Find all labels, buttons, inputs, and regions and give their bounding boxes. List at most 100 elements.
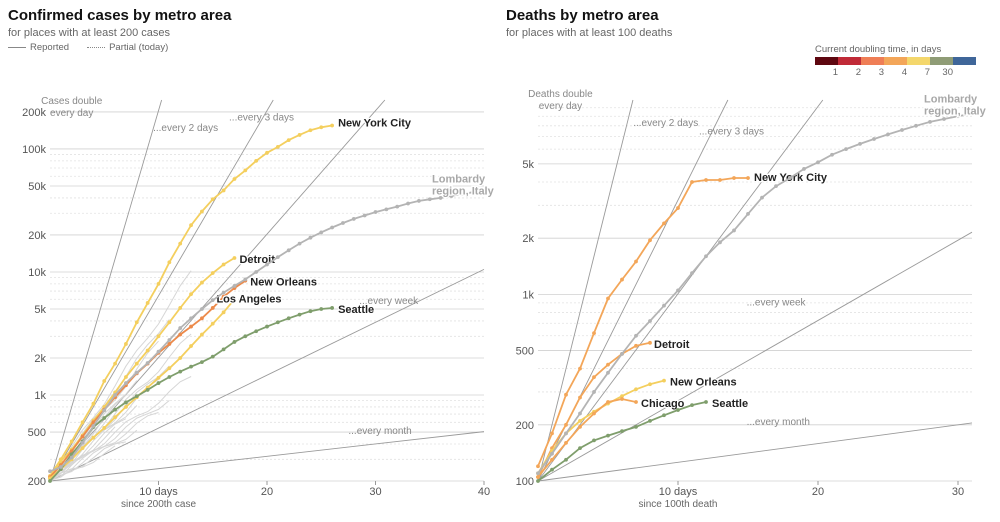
cases-ref-label: ...every 3 days — [229, 113, 294, 124]
cases-point-seattle — [243, 334, 248, 339]
deaths-ytick-label: 5k — [522, 159, 534, 171]
cases-point-lombardy-region-italy — [156, 349, 161, 354]
deaths-point-seattle — [620, 429, 624, 434]
cases-series-label: Lombardy — [432, 174, 486, 186]
doubling-swatch-1 — [838, 57, 861, 65]
cases-point-new-york-city — [232, 177, 237, 181]
partial-line-swatch — [87, 47, 106, 48]
cases-point-new-york-city — [80, 420, 85, 425]
deaths-point-seattle — [634, 424, 638, 429]
cases-chart-subtitle: for places with at least 200 cases — [8, 27, 171, 39]
deaths-series-label: Lombardy — [924, 94, 978, 106]
deaths-point-lombardy-region-italy — [900, 128, 904, 132]
doubling-label-3: 3 — [878, 67, 884, 78]
deaths-ytick-label: 1k — [522, 289, 534, 301]
deaths-point-lombardy-region-italy — [872, 137, 876, 141]
deaths-point-chicago — [550, 457, 554, 462]
deaths-point-new-orleans — [620, 394, 624, 399]
deaths-point-seattle — [578, 446, 582, 451]
cases-ytick-label: 1k — [34, 390, 46, 402]
reported-legend-label: Reported — [30, 42, 70, 53]
cases-point-lombardy-region-italy — [167, 338, 172, 342]
cases-point-seattle — [48, 479, 52, 483]
doubling-legend-labels: 1 2 3 4 7 30 — [815, 67, 953, 78]
cases-ref-label: ...every month — [348, 426, 411, 437]
deaths-series-seattle: Seattle — [536, 397, 749, 483]
cases-ytick-label: 200k — [22, 107, 46, 119]
cases-point-lombardy-region-italy — [308, 235, 313, 240]
deaths-ref-label: ...every week — [747, 298, 807, 309]
cases-series-label: Los Angeles — [216, 293, 281, 305]
cases-point-lombardy-region-italy — [286, 248, 291, 253]
cases-point-lombardy-region-italy — [297, 241, 302, 246]
cases-point-new-york-city — [102, 379, 107, 383]
doubling-label-2: 2 — [855, 67, 861, 78]
deaths-ref-label: ...every month — [747, 417, 810, 428]
deaths-point-lombardy-region-italy — [928, 119, 932, 124]
doubling-label-7: 7 — [924, 67, 930, 78]
cases-point-new-york-city — [243, 168, 248, 173]
cases-point-lombardy-region-italy — [438, 196, 443, 200]
deaths-ref-line-every-month: ...every month — [537, 417, 973, 482]
cases-chart: 200 500 1k 2k 5k 10k 20k 50k 100k 200k 10 days 20 30… — [22, 96, 496, 510]
reported-line-swatch — [8, 47, 26, 48]
deaths-point-new-york-city — [578, 366, 582, 371]
cases-point-new-york-city — [286, 138, 291, 143]
cases-point-lombardy-region-italy — [134, 370, 139, 375]
cases-ref-line — [49, 268, 485, 482]
cases-series-seattle: Seattle — [48, 303, 375, 483]
deaths-line-new-york-city — [537, 177, 748, 467]
deaths-point-new-york-city — [550, 431, 554, 436]
cases-ref-line — [49, 99, 163, 482]
deaths-ref-label: ...every 3 days — [699, 126, 764, 137]
cases-ytick-label: 50k — [28, 181, 46, 193]
cases-point-seattle — [167, 375, 172, 379]
cases-point-los-angeles — [80, 446, 85, 451]
cases-point-new-york-city — [330, 123, 334, 128]
cases-point-detroit — [232, 256, 237, 260]
deaths-point-detroit — [634, 343, 638, 348]
cases-point-lombardy-region-italy — [395, 204, 400, 209]
cases-point-new-york-city — [167, 260, 172, 265]
cases-point-detroit — [210, 271, 215, 275]
deaths-point-chicago — [620, 397, 624, 401]
deaths-point-seattle — [690, 403, 694, 408]
cases-point-lombardy-region-italy — [471, 190, 476, 195]
deaths-point-lombardy-region-italy — [774, 184, 778, 189]
deaths-point-lombardy-region-italy — [592, 390, 596, 394]
doubling-legend-title: Current doubling time, in days — [815, 44, 942, 55]
cases-point-new-york-city — [69, 439, 74, 444]
cases-point-lombardy-region-italy — [482, 189, 486, 194]
deaths-point-new-york-city — [634, 259, 638, 264]
cases-point-lombardy-region-italy — [221, 290, 226, 295]
cases-point-new-york-city — [91, 401, 96, 406]
cases-point-seattle — [210, 354, 215, 359]
deaths-line-seattle — [537, 401, 707, 482]
cases-series-new-orleans: New Orleans — [48, 275, 318, 480]
deaths-point-new-orleans — [578, 418, 582, 423]
deaths-point-lombardy-region-italy — [732, 228, 736, 233]
cases-point-new-orleans — [80, 434, 85, 439]
doubling-swatch-3 — [884, 57, 907, 65]
cases-point-seattle — [232, 340, 237, 344]
deaths-ref-label: Deaths double — [528, 89, 593, 100]
cases-point-los-angeles — [102, 426, 107, 430]
cases-point-lombardy-region-italy — [113, 393, 117, 397]
cases-series-new-york-city: New York City — [48, 116, 413, 478]
cases-point-detroit — [156, 334, 161, 339]
deaths-point-chicago — [564, 441, 568, 445]
deaths-point-lombardy-region-italy — [564, 431, 568, 436]
cases-point-lombardy-region-italy — [254, 270, 259, 274]
doubling-legend-swatches — [815, 57, 976, 65]
cases-point-los-angeles — [113, 415, 117, 420]
cases-point-new-york-city — [221, 188, 226, 193]
cases-point-los-angeles — [124, 405, 128, 409]
deaths-point-new-york-city — [676, 206, 680, 210]
deaths-point-lombardy-region-italy — [704, 254, 708, 259]
deaths-line-chicago — [537, 398, 637, 478]
cases-point-lombardy-region-italy — [406, 201, 410, 206]
cases-point-lombardy-region-italy — [362, 213, 367, 218]
deaths-point-lombardy-region-italy — [676, 288, 680, 293]
